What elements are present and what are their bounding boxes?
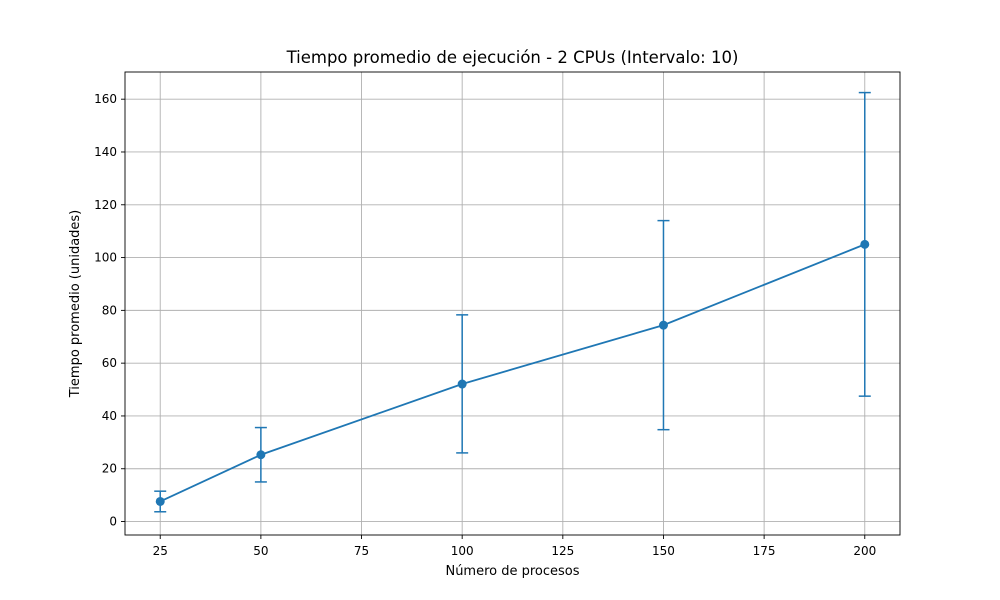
x-tick-label: 75 xyxy=(354,544,369,558)
y-axis: 0 20 40 60 80 100 120 140 160 xyxy=(94,92,125,529)
x-tick-label: 200 xyxy=(853,544,876,558)
x-tick-label: 50 xyxy=(253,544,268,558)
x-tick-label: 100 xyxy=(451,544,474,558)
y-tick-label: 140 xyxy=(94,145,117,159)
y-tick-label: 60 xyxy=(102,356,117,370)
x-axis-label: Número de procesos xyxy=(445,564,579,579)
data-point xyxy=(860,239,870,249)
y-tick-label: 80 xyxy=(102,303,117,317)
chart-title: Tiempo promedio de ejecución - 2 CPUs (I… xyxy=(286,48,739,67)
y-axis-label: Tiempo promedio (unidades) xyxy=(68,210,83,399)
y-tick-label: 100 xyxy=(94,251,117,265)
x-tick-label: 150 xyxy=(652,544,675,558)
x-tick-label: 125 xyxy=(551,544,574,558)
plot-frame xyxy=(124,71,901,536)
y-tick-label: 160 xyxy=(94,92,117,106)
y-tick-label: 120 xyxy=(94,198,117,212)
data-point xyxy=(457,379,467,389)
y-tick-label: 40 xyxy=(102,409,117,423)
x-tick-label: 175 xyxy=(753,544,776,558)
x-axis: 25 50 75 100 125 150 175 200 xyxy=(153,535,876,558)
data-point xyxy=(256,450,266,460)
data-point xyxy=(658,320,668,330)
x-tick-label: 25 xyxy=(153,544,168,558)
data-point xyxy=(155,496,165,506)
y-tick-label: 0 xyxy=(109,515,117,529)
y-tick-label: 20 xyxy=(102,462,117,476)
data-series xyxy=(154,91,871,513)
